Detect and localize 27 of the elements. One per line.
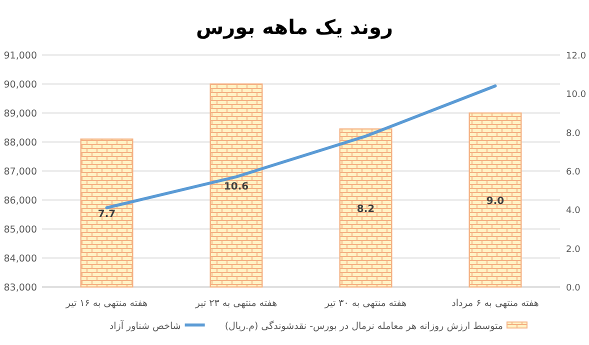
annotation: 8.2	[356, 204, 375, 215]
annotation: 10.6	[224, 182, 249, 192]
y-tick-label: 90,000	[4, 80, 37, 90]
y2-tick-label: 12.0	[566, 52, 586, 62]
annotation: 7.7	[98, 209, 116, 220]
y-tick-label: 86,000	[4, 196, 37, 206]
x-tick-label: هفته منتهی به ۱۶ تیر	[64, 298, 148, 309]
y-tick-label: 85,000	[4, 224, 37, 236]
y-tick-label: 87,000	[4, 166, 37, 178]
legend-label: متوسط ارزش روزانه هر معامله نرمال در بورس- نقدشوندگی (م.ریال)	[224, 320, 503, 332]
chart-title: روند یک ماهه بورس	[196, 15, 393, 39]
x-tick-label: هفته منتهی به ۶ مرداد	[452, 298, 539, 309]
y2-tick-label: 10.0	[566, 90, 586, 100]
y2-tick-label: 4.0	[566, 206, 581, 216]
y2-tick-label: 8.0	[566, 128, 581, 139]
y-tick-label: 88,000	[4, 138, 37, 148]
y-tick-label: 89,000	[4, 108, 37, 120]
x-tick-label: هفته منتهی به ۳۰ تیر	[324, 298, 407, 309]
y2-tick-label: 2.0	[566, 244, 581, 255]
y2-tick-label: 6.0	[566, 168, 581, 178]
y-tick-label: 91,000	[4, 50, 37, 62]
y-tick-label: 84,000	[4, 254, 37, 264]
y-tick-label: 83,000	[4, 282, 37, 294]
y2-tick-label: 0.0	[566, 284, 581, 294]
legend-label: شاخص شناور آزاد	[109, 320, 181, 332]
annotation: 9.0	[486, 196, 504, 207]
x-tick-label: هفته منتهی به ۲۳ تیر	[194, 298, 278, 309]
